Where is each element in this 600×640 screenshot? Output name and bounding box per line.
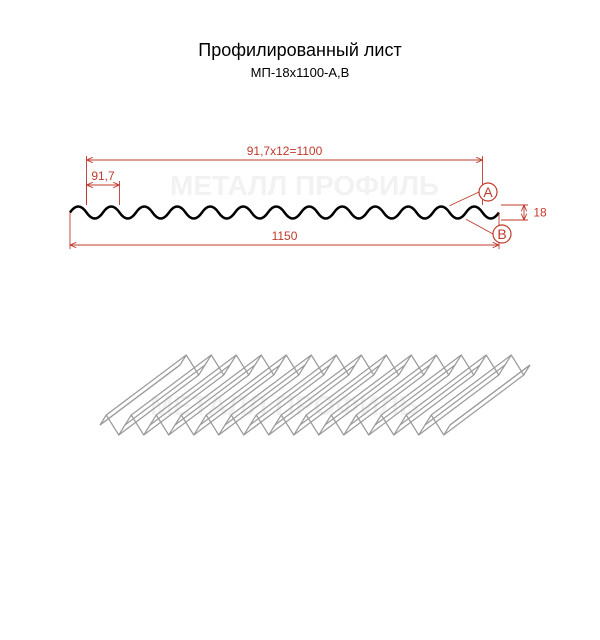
dim-height-label: 18 xyxy=(533,206,547,220)
page-subtitle: МП-18х1100-А,В xyxy=(0,65,600,80)
marker-b-label: B xyxy=(497,226,506,242)
marker-a-group: A xyxy=(450,183,498,206)
marker-b-group: B xyxy=(466,219,511,243)
dim-pitch-label: 91,7 xyxy=(91,169,115,183)
isometric-sheet xyxy=(100,355,530,435)
diagram-container: МЕТАЛЛ ПРОФИЛЬ МЕТАЛЛ ПРОФИЛЬ xyxy=(0,80,600,580)
profile-cross-section xyxy=(70,207,499,219)
page-title: Профилированный лист xyxy=(0,40,600,61)
dim-bottom-label: 1150 xyxy=(272,229,298,243)
technical-drawing: 91,7х12=1100 91,7 1150 18 A B xyxy=(0,80,600,580)
marker-a-label: A xyxy=(483,184,493,200)
dimension-lines xyxy=(70,156,528,249)
dim-top-label: 91,7х12=1100 xyxy=(247,144,323,158)
